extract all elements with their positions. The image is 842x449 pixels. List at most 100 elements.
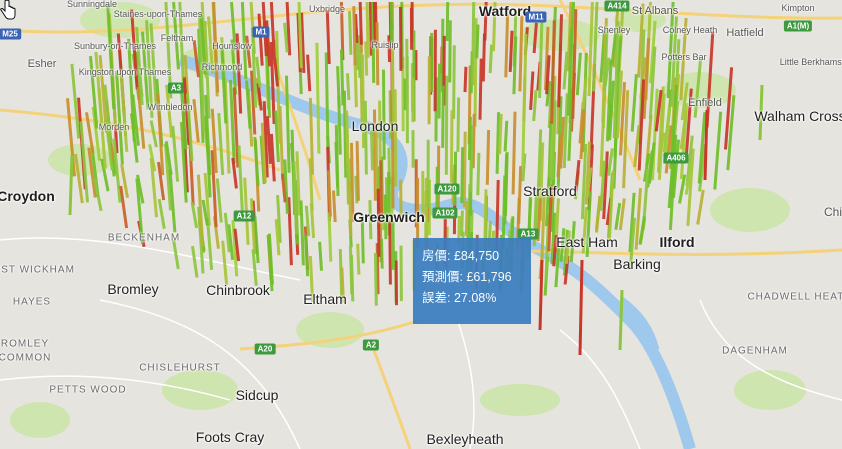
price-bar[interactable] <box>141 31 150 110</box>
price-bar[interactable] <box>250 27 258 108</box>
price-bar[interactable] <box>619 82 626 156</box>
price-bar[interactable] <box>104 118 114 171</box>
price-bar[interactable] <box>696 189 705 225</box>
price-bar[interactable] <box>637 79 646 171</box>
price-bar[interactable] <box>485 129 491 185</box>
price-bar[interactable] <box>250 70 257 135</box>
price-bar[interactable] <box>478 58 483 120</box>
price-bar[interactable] <box>192 99 200 143</box>
price-bar[interactable] <box>587 1 594 97</box>
price-bar[interactable] <box>441 85 445 148</box>
price-bar[interactable] <box>592 1 599 92</box>
price-bar[interactable] <box>260 122 267 183</box>
price-bar[interactable] <box>562 93 569 169</box>
price-bar[interactable] <box>599 31 606 83</box>
price-bar[interactable] <box>130 113 139 163</box>
price-bar[interactable] <box>327 212 333 262</box>
price-bar[interactable] <box>467 116 472 160</box>
price-bar[interactable] <box>463 66 468 93</box>
price-bar[interactable] <box>504 152 509 216</box>
price-bar[interactable] <box>559 116 565 169</box>
price-bar[interactable] <box>68 154 74 216</box>
price-bar[interactable] <box>578 259 584 356</box>
price-bar[interactable] <box>304 205 311 237</box>
price-bar[interactable] <box>115 70 124 165</box>
price-bar[interactable] <box>300 12 306 73</box>
price-bar[interactable] <box>388 90 393 139</box>
price-bar[interactable] <box>106 4 116 110</box>
price-bar[interactable] <box>602 151 609 220</box>
price-bar[interactable] <box>569 221 576 263</box>
price-bar[interactable] <box>475 24 480 59</box>
price-bars[interactable] <box>66 1 764 356</box>
price-bar[interactable] <box>278 106 285 180</box>
price-bar[interactable] <box>120 164 129 199</box>
price-bar[interactable] <box>235 33 243 114</box>
price-bar[interactable] <box>180 122 188 203</box>
price-bar[interactable] <box>237 145 245 218</box>
price-bar[interactable] <box>471 1 476 86</box>
price-bar[interactable] <box>724 67 734 150</box>
price-bar[interactable] <box>230 39 238 95</box>
price-bar[interactable] <box>456 97 461 152</box>
price-bar[interactable] <box>579 110 586 160</box>
price-bar[interactable] <box>145 20 154 118</box>
price-bar[interactable] <box>547 184 553 252</box>
price-bar[interactable] <box>535 183 541 229</box>
price-bar[interactable] <box>245 35 252 68</box>
price-bar[interactable] <box>374 127 379 199</box>
price-bar[interactable] <box>684 88 693 162</box>
price-bar[interactable] <box>352 6 357 66</box>
price-bar[interactable] <box>308 255 315 303</box>
price-bar[interactable] <box>283 159 289 214</box>
price-bar[interactable] <box>551 100 557 181</box>
price-bar[interactable] <box>630 73 638 132</box>
price-bar[interactable] <box>66 98 76 177</box>
price-bar[interactable] <box>97 87 107 169</box>
price-bar[interactable] <box>275 30 281 144</box>
price-bar[interactable] <box>669 134 678 199</box>
price-bar[interactable] <box>131 94 140 146</box>
price-bar[interactable] <box>297 1 303 69</box>
price-bar[interactable] <box>603 57 611 87</box>
price-bar[interactable] <box>93 178 103 212</box>
price-bar[interactable] <box>269 1 276 59</box>
price-bar[interactable] <box>498 113 503 155</box>
price-bar[interactable] <box>89 55 99 129</box>
price-bar[interactable] <box>633 125 641 168</box>
price-bar[interactable] <box>357 35 362 78</box>
price-bar[interactable] <box>103 84 113 144</box>
price-bar[interactable] <box>448 20 452 83</box>
price-bar[interactable] <box>353 62 358 108</box>
price-bar[interactable] <box>581 206 588 254</box>
price-bar[interactable] <box>273 58 279 87</box>
price-bar[interactable] <box>306 54 312 92</box>
price-bar[interactable] <box>361 54 366 149</box>
price-bar[interactable] <box>227 224 235 261</box>
price-bar[interactable] <box>334 124 340 197</box>
price-bar[interactable] <box>280 173 287 203</box>
price-bar[interactable] <box>354 14 359 44</box>
price-bar[interactable] <box>556 133 563 177</box>
price-bar[interactable] <box>726 95 736 171</box>
price-bar[interactable] <box>614 202 622 230</box>
price-bar[interactable] <box>198 14 206 131</box>
price-bar[interactable] <box>255 56 262 88</box>
price-bar[interactable] <box>380 238 384 269</box>
price-bar[interactable] <box>580 143 588 220</box>
price-bar[interactable] <box>179 87 188 150</box>
price-bar[interactable] <box>287 197 293 266</box>
price-bar[interactable] <box>130 9 139 90</box>
price-bar[interactable] <box>628 217 636 269</box>
price-bar[interactable] <box>355 141 360 201</box>
price-bar[interactable] <box>578 102 585 144</box>
price-bar[interactable] <box>536 198 542 242</box>
price-bar[interactable] <box>371 1 376 83</box>
price-bar[interactable] <box>215 178 223 223</box>
price-bar[interactable] <box>182 77 191 145</box>
price-bar[interactable] <box>256 83 263 111</box>
price-bar[interactable] <box>522 33 528 121</box>
price-bar[interactable] <box>444 75 449 175</box>
price-bar[interactable] <box>368 1 373 56</box>
price-bar[interactable] <box>654 89 663 132</box>
